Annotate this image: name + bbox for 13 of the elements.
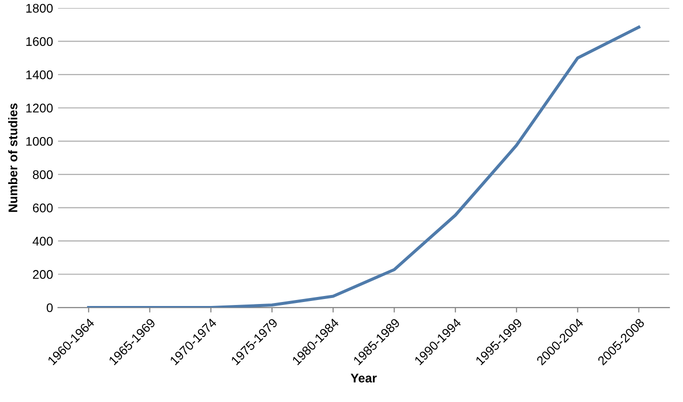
y-tick-label: 1000 <box>26 136 53 146</box>
y-tick-label: 600 <box>32 204 53 212</box>
y-axis-title: Number of studies <box>8 103 18 212</box>
y-tick-label: 400 <box>32 236 53 246</box>
y-tick-label: 0 <box>46 303 53 312</box>
y-tick-label: 200 <box>32 270 53 279</box>
y-tick-label: 1200 <box>26 104 53 113</box>
y-tick-label: 800 <box>32 170 53 180</box>
y-tick-label: 1800 <box>26 4 53 13</box>
x-axis-title: Year <box>350 374 377 382</box>
line-series <box>87 26 640 308</box>
y-tick-label: 1600 <box>26 37 53 46</box>
y-tick-label: 1400 <box>26 70 53 80</box>
